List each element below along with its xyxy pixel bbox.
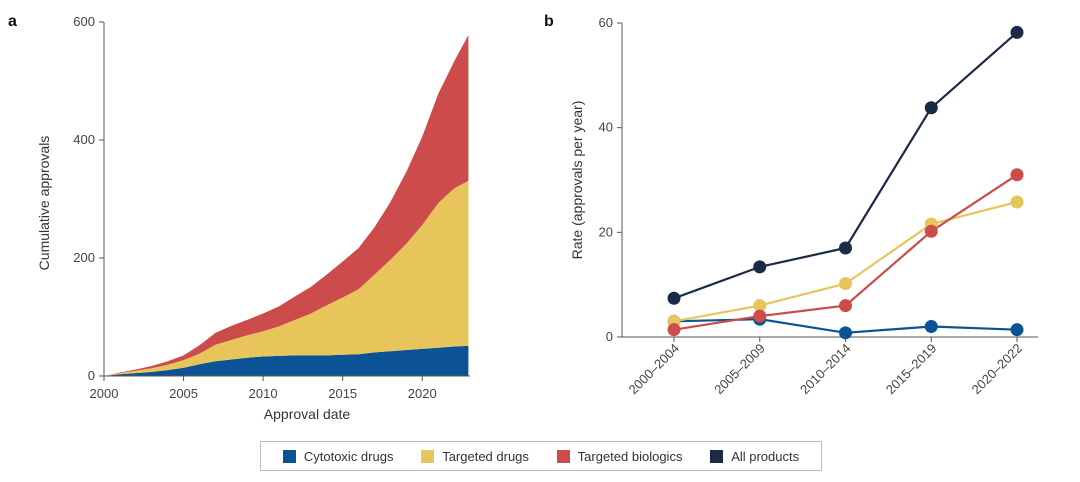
- series-0-point: [1010, 323, 1024, 337]
- legend-swatch: [421, 449, 435, 463]
- legend-swatch: [556, 449, 570, 463]
- y-tick-label: 400: [73, 132, 95, 147]
- series-2-point: [667, 323, 681, 337]
- x-tick-label: 2005: [169, 386, 198, 401]
- legend-label: All products: [731, 448, 800, 464]
- x-tick-label: 2000–2004: [625, 341, 682, 398]
- x-tick-label: 2010–2014: [797, 341, 854, 398]
- legend-item: Targeted drugs: [421, 449, 529, 464]
- series-2-point: [924, 224, 938, 238]
- x-tick-label: 2015: [328, 386, 357, 401]
- legend-label: Cytotoxic drugs: [303, 448, 394, 464]
- series-2-point: [1010, 168, 1024, 182]
- series-0-point: [924, 320, 938, 334]
- x-tick-label: 2020–2022: [968, 341, 1025, 398]
- y-tick-label: 20: [599, 224, 613, 239]
- area-series-0: [104, 345, 469, 376]
- y-tick-label: 40: [599, 120, 613, 135]
- legend-swatch: [710, 449, 724, 463]
- series-2-point: [753, 309, 767, 323]
- y-axis-title: Cumulative approvals: [36, 136, 52, 271]
- y-tick-label: 60: [599, 15, 613, 30]
- panel-label-b: b: [544, 13, 554, 30]
- legend-item: Cytotoxic drugs: [282, 448, 394, 464]
- series-3-point: [1010, 25, 1024, 39]
- panel-label-a: a: [8, 13, 17, 30]
- y-tick-label: 200: [73, 250, 95, 265]
- x-tick-label: 2005–2009: [711, 341, 768, 398]
- x-tick-label: 2000: [90, 386, 119, 401]
- x-tick-label: 2015–2019: [883, 341, 940, 398]
- y-axis-title: Rate (approvals per year): [569, 101, 585, 260]
- legend-item: All products: [710, 449, 799, 464]
- legend-swatch: [282, 449, 296, 463]
- legend-item: Targeted biologics: [556, 448, 683, 464]
- series-2-point: [839, 299, 852, 313]
- series-3-point: [839, 241, 852, 255]
- x-tick-label: 2010: [249, 386, 278, 401]
- chart-b: 0 20 40 60 2000–2004 2005–2009 2010–2014 2015–2…: [569, 15, 1038, 397]
- series-3-point: [753, 260, 767, 274]
- y-tick-label: 0: [88, 368, 95, 383]
- series-0-point: [839, 326, 852, 340]
- chart-a: 2000 2005 2010 2015 2020 0 200 400 600 Approval d…: [36, 14, 470, 422]
- x-axis-title: Approval date: [264, 406, 351, 422]
- legend-label: Targeted drugs: [442, 448, 529, 464]
- series-1-point: [839, 277, 852, 291]
- legend: Cytotoxic drugs Targeted drugs Targeted bi…: [260, 441, 822, 471]
- series-3-point: [924, 101, 938, 115]
- series-1-point: [1010, 195, 1024, 209]
- series-3-point: [667, 291, 681, 305]
- area-series-2: [104, 35, 469, 376]
- series-line-3: [673, 31, 1018, 300]
- legend-label: Targeted biologics: [577, 448, 683, 464]
- y-tick-label: 0: [606, 329, 613, 344]
- area-series-1: [104, 180, 469, 376]
- x-tick-label: 2020: [408, 386, 437, 401]
- y-tick-label: 600: [73, 14, 95, 29]
- series-1-point: [753, 299, 767, 313]
